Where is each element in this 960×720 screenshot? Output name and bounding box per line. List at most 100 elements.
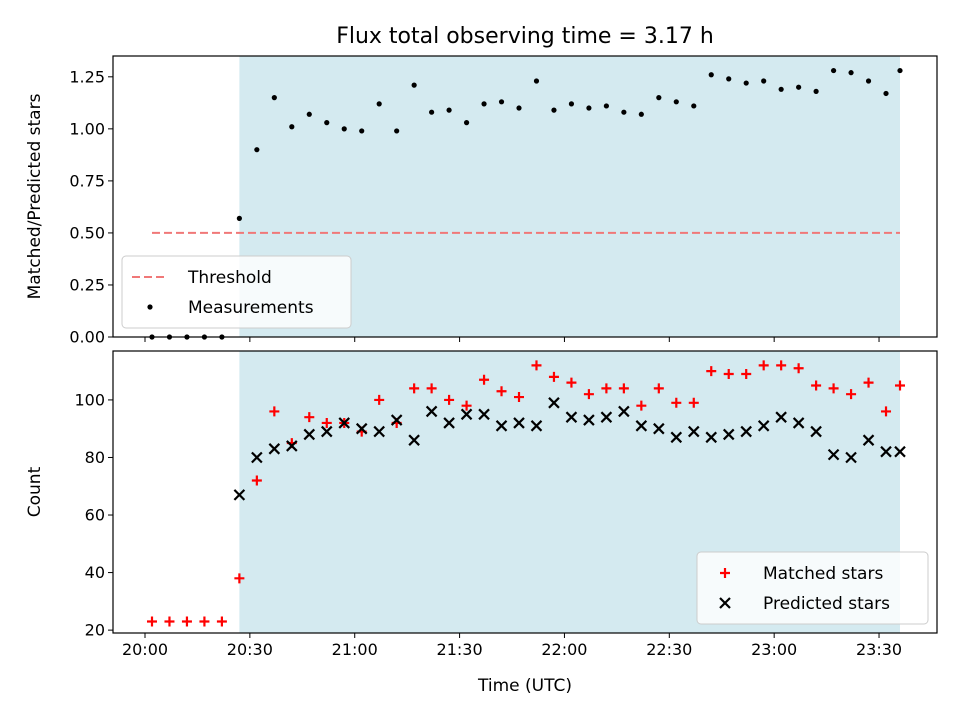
data-point: [688, 397, 699, 408]
data-point: [758, 360, 769, 371]
data-point: [446, 107, 452, 113]
data-point: [671, 397, 682, 408]
x-tick-label: 22:00: [541, 640, 587, 659]
data-point: [408, 434, 420, 446]
data-point: [687, 425, 700, 438]
data-point: [883, 90, 889, 97]
data-point: [601, 383, 612, 394]
y-tick-label: 40: [85, 563, 105, 582]
data-point: [164, 616, 175, 627]
data-point: [269, 406, 280, 417]
data-point: [568, 101, 575, 107]
y-axis-label: Matched/Predicted stars: [25, 93, 45, 299]
data-point: [341, 126, 347, 132]
data-point: [741, 369, 752, 380]
legend-box: [696, 551, 929, 625]
data-point: [740, 425, 752, 438]
data-point: [390, 414, 403, 426]
data-point: [830, 67, 837, 74]
axes-frame: [112, 55, 938, 338]
data-point: [583, 389, 594, 400]
data-point: [425, 405, 438, 418]
data-point: [463, 120, 470, 126]
data-point: [496, 386, 507, 397]
data-point: [394, 128, 400, 134]
x-tick-label: 20:00: [122, 640, 168, 659]
data-point: [705, 431, 718, 444]
data-point: [722, 428, 735, 441]
data-point: [321, 417, 332, 428]
data-point: [827, 448, 840, 461]
data-point: [828, 383, 839, 394]
data-point: [409, 383, 420, 394]
legend: Threshold Measurements: [121, 255, 352, 329]
data-point: [583, 414, 595, 426]
data-point: [359, 128, 365, 134]
y-tick-label: 1.25: [69, 67, 105, 86]
data-point: [373, 425, 385, 438]
data-point: [271, 95, 277, 101]
data-point: [498, 99, 505, 105]
data-point: [586, 105, 592, 111]
data-point: [530, 420, 543, 432]
y-axis-label: Count: [25, 466, 45, 517]
data-point: [691, 103, 697, 109]
x-tick-label: 21:00: [332, 640, 378, 659]
data-point: [251, 475, 262, 486]
data-point: [233, 489, 246, 501]
data-point: [618, 383, 629, 394]
data-point: [481, 101, 487, 107]
data-point: [813, 88, 819, 94]
data-point: [566, 377, 577, 388]
data-point: [355, 422, 368, 435]
data-point: [548, 371, 559, 382]
data-point: [548, 397, 560, 409]
data-point: [723, 369, 734, 380]
data-point: [726, 76, 732, 82]
data-point: [181, 616, 192, 627]
data-point: [673, 99, 679, 105]
data-point: [443, 417, 455, 429]
data-point: [897, 67, 903, 74]
data-point: [656, 95, 662, 101]
data-point: [811, 380, 822, 391]
data-point: [761, 78, 767, 84]
data-point: [251, 451, 263, 464]
data-point: [513, 417, 525, 429]
chart-title: Flux total observing time = 3.17 h: [336, 24, 714, 49]
data-point: [254, 147, 260, 153]
data-point: [792, 417, 805, 429]
data-point: [810, 425, 822, 438]
legend-swatch: [720, 568, 730, 578]
data-point: [565, 411, 578, 423]
legend-swatch: [147, 304, 153, 310]
y-tick-label: 0.25: [69, 275, 105, 294]
data-point: [603, 103, 609, 109]
x-tick-label: 21:30: [437, 640, 483, 659]
panel-top: 0.00 0.25 0.50 0.75 1.00 1.25 Matched/Predicte…: [25, 55, 938, 347]
y-tick-label: 80: [85, 448, 105, 467]
data-point: [776, 360, 787, 371]
legend-swatch: [719, 597, 731, 609]
data-point: [514, 392, 525, 403]
legend: Matched stars Predicted stars: [696, 551, 929, 625]
data-point: [411, 82, 417, 88]
data-point: [865, 78, 872, 84]
data-point: [778, 86, 784, 92]
panel-bottom: 20:00 20:30 21:00 21:30 22:00 22:30 23:00 23:30…: [25, 350, 938, 659]
data-point: [306, 111, 312, 117]
data-point: [743, 80, 749, 86]
x-tick-label: 23:00: [751, 640, 797, 659]
data-point: [303, 428, 316, 441]
data-point: [146, 616, 157, 627]
y-tick-label: 20: [85, 621, 105, 640]
data-point: [551, 107, 557, 113]
data-point: [324, 120, 330, 126]
series-matched-stars: [146, 360, 905, 627]
data-point: [638, 111, 644, 117]
y-tick-label: 100: [74, 390, 105, 409]
data-point: [845, 451, 857, 464]
data-point: [708, 72, 714, 78]
legend-label: Predicted stars: [763, 594, 890, 614]
